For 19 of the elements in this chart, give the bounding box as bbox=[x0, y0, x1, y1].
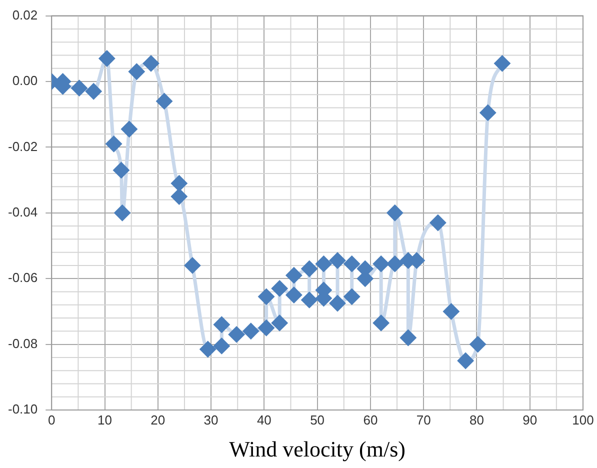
y-tick-label: 0.02 bbox=[12, 7, 38, 22]
x-tick-label: 100 bbox=[572, 412, 594, 428]
y-tick-label: 0.00 bbox=[12, 73, 38, 88]
x-axis-title: Wind velocity (m/s) bbox=[229, 436, 406, 462]
y-tick-label: -0.06 bbox=[8, 270, 38, 286]
x-tick-label: 30 bbox=[204, 412, 218, 428]
x-tick-label: 20 bbox=[150, 412, 166, 428]
x-tick-label: 60 bbox=[363, 412, 378, 428]
x-tick-label: 90 bbox=[522, 412, 538, 428]
x-tick-label: 70 bbox=[416, 412, 431, 428]
x-tick-label: 50 bbox=[310, 412, 325, 428]
y-tick-label: -0.02 bbox=[8, 138, 38, 154]
x-tick-label: 0 bbox=[48, 412, 56, 428]
y-tick-label: -0.08 bbox=[8, 336, 38, 351]
y-tick-label: -0.04 bbox=[8, 204, 38, 220]
x-tick-label: 40 bbox=[256, 412, 272, 428]
x-tick-label: 10 bbox=[98, 412, 112, 428]
x-tick-label: 80 bbox=[469, 412, 484, 428]
y-tick-label: -0.10 bbox=[8, 402, 38, 417]
